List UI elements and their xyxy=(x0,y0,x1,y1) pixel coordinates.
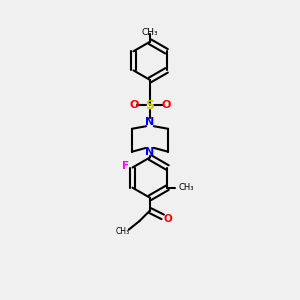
Text: CH₃: CH₃ xyxy=(178,183,194,192)
Text: CH₃: CH₃ xyxy=(142,28,158,37)
Text: N: N xyxy=(146,147,154,157)
Text: S: S xyxy=(146,99,154,112)
Text: CH₃: CH₃ xyxy=(115,227,130,236)
Text: O: O xyxy=(129,100,139,110)
Text: O: O xyxy=(161,100,171,110)
Text: O: O xyxy=(164,214,172,224)
Text: F: F xyxy=(122,161,129,172)
Text: N: N xyxy=(146,117,154,128)
